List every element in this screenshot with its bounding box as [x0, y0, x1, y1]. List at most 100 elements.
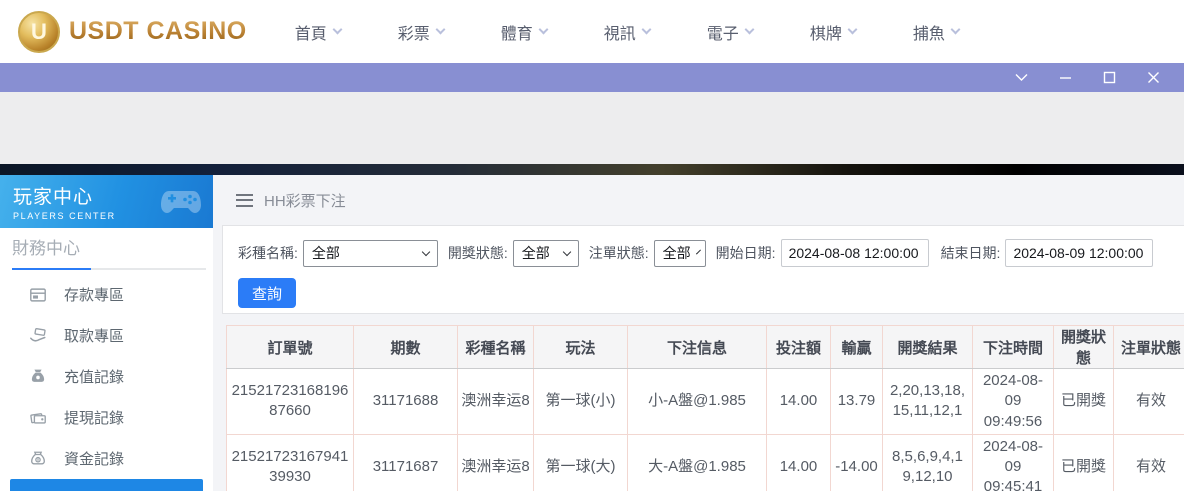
start-date-input[interactable] — [780, 239, 929, 267]
cell-draw-result: 8,5,6,9,4,19,12,10 — [882, 433, 973, 491]
finance-center-title: 財務中心 — [12, 239, 80, 258]
section-underline — [12, 268, 206, 270]
col-header-play-type: 玩法 — [533, 325, 628, 369]
end-date-label: 結束日期: — [940, 245, 1001, 261]
draw-status-label: 開獎狀態: — [447, 245, 508, 261]
col-header-period: 期數 — [353, 325, 458, 369]
cell-win-loss: -14.00 — [830, 433, 883, 491]
cell-order-status: 有效 — [1113, 368, 1184, 435]
chevron-down-icon — [421, 247, 431, 256]
lottery-name-select[interactable]: 全部 — [302, 239, 438, 267]
nav-item-fishing[interactable]: 捕魚 — [912, 20, 961, 44]
cell-lottery-name: 澳洲幸运8 — [457, 433, 534, 491]
order-status-label: 注單狀態: — [588, 245, 649, 261]
col-header-draw-status: 開獎狀態 — [1053, 325, 1114, 369]
sidebar-item-withdrawal-records[interactable]: 提現記錄 — [0, 397, 213, 438]
nav-item-label: 視訊 — [603, 25, 636, 43]
finance-center-section: 財務中心 — [0, 228, 213, 270]
main-content: HH彩票下注 彩種名稱: 全部 開獎狀態: 全部 注單狀態: 全部 — [213, 175, 1184, 491]
col-header-win-loss: 輸贏 — [830, 325, 883, 369]
sidebar-item-label: 充值記錄 — [64, 369, 125, 386]
col-header-bet-time: 下注時間 — [972, 325, 1054, 369]
sidebar-item-withdraw-zone[interactable]: 取款專區 — [0, 315, 213, 356]
menu-hamburger-icon[interactable] — [236, 193, 253, 207]
deposit-machine-icon — [30, 287, 46, 302]
nav-item-home[interactable]: 首頁 — [294, 20, 343, 44]
draw-status-select[interactable]: 全部 — [512, 239, 579, 267]
nav-item-label: 彩票 — [397, 25, 430, 43]
cell-order-status: 有效 — [1113, 433, 1184, 491]
main-nav: 首頁 彩票 體育 視訊 電子 棋牌 捕魚 — [294, 20, 961, 44]
col-header-order-no: 訂單號 — [226, 325, 354, 369]
brand-logo[interactable]: U USDT CASINO — [18, 10, 247, 53]
sidebar-menu: 存款專區 取款專區 充值記錄 — [0, 274, 213, 479]
sidebar-title: 玩家中心 — [13, 187, 94, 208]
nav-item-slots[interactable]: 電子 — [706, 20, 755, 44]
cell-draw-status: 已開獎 — [1053, 433, 1114, 491]
filter-panel: 彩種名稱: 全部 開獎狀態: 全部 注單狀態: 全部 開始日期: 結束日期: — [222, 225, 1184, 314]
table-row: 2152172316819687660 31171688 澳洲幸运8 第一球(小… — [226, 368, 1184, 435]
chevron-down-icon — [538, 24, 549, 35]
end-date-input[interactable] — [1005, 239, 1154, 267]
maximize-icon[interactable] — [1103, 71, 1116, 84]
nav-item-label: 體育 — [500, 25, 533, 43]
cell-draw-result: 2,20,13,18,15,11,12,1 — [882, 368, 973, 435]
start-date-label: 開始日期: — [715, 245, 776, 261]
nav-item-label: 棋牌 — [809, 25, 842, 43]
cell-bet-time: 2024-08-09 09:45:41 — [972, 433, 1054, 491]
cell-win-loss: 13.79 — [830, 368, 883, 435]
cell-period: 31171688 — [353, 368, 458, 435]
selected-value: 全部 — [662, 245, 691, 261]
nav-item-video[interactable]: 視訊 — [603, 20, 652, 44]
sidebar-item-recharge-records[interactable]: 充值記錄 — [0, 356, 213, 397]
chevron-down-icon — [332, 24, 343, 35]
order-status-select[interactable]: 全部 — [653, 239, 706, 267]
cell-lottery-name: 澳洲幸运8 — [457, 368, 534, 435]
brand-name: USDT CASINO — [69, 17, 247, 45]
table-header-row: 訂單號 期數 彩種名稱 玩法 下注信息 投注額 輸贏 開獎結果 下注時間 開獎狀… — [226, 325, 1184, 369]
players-center-header: 玩家中心 PLAYERS CENTER — [0, 175, 213, 228]
sidebar-item-label: 取款專區 — [64, 328, 125, 345]
chevron-down-icon — [847, 24, 858, 35]
coin-bag-icon — [31, 451, 45, 465]
nav-item-label: 電子 — [706, 25, 739, 43]
table-row: 2152172316794139930 31171687 澳洲幸运8 第一球(大… — [226, 433, 1184, 491]
selected-value: 全部 — [311, 245, 340, 261]
chevron-down-icon — [562, 247, 572, 256]
sidebar-item-selected[interactable] — [10, 479, 203, 491]
chevron-down-icon — [744, 24, 755, 35]
col-header-bet-amount: 投注額 — [766, 325, 831, 369]
chevron-down-icon[interactable] — [1015, 71, 1028, 84]
dark-divider-strip — [0, 164, 1184, 175]
nav-item-label: 捕魚 — [912, 25, 945, 43]
casino-logo-icon: U — [18, 10, 60, 53]
empty-gray-band — [0, 92, 1184, 164]
col-header-lottery-name: 彩種名稱 — [457, 325, 534, 369]
nav-item-cards[interactable]: 棋牌 — [809, 20, 858, 44]
sidebar-item-deposit-zone[interactable]: 存款專區 — [0, 274, 213, 315]
cell-play-type: 第一球(大) — [533, 433, 628, 491]
chevron-down-icon — [641, 24, 652, 35]
moneybag-icon — [31, 369, 45, 382]
bets-table-container: 訂單號 期數 彩種名稱 玩法 下注信息 投注額 輸贏 開獎結果 下注時間 開獎狀… — [226, 325, 1184, 491]
sidebar-item-funds-records[interactable]: 資金記錄 — [0, 438, 213, 479]
col-header-order-status: 注單狀態 — [1113, 325, 1184, 369]
gamepad-icon — [161, 190, 201, 213]
window-titlebar — [0, 63, 1184, 92]
cell-order-no: 2152172316794139930 — [226, 433, 354, 491]
col-header-draw-result: 開獎結果 — [882, 325, 973, 369]
sidebar-item-label: 資金記錄 — [64, 451, 125, 468]
nav-item-sports[interactable]: 體育 — [500, 20, 549, 44]
close-icon[interactable] — [1147, 71, 1160, 84]
sidebar-item-label: 存款專區 — [64, 287, 125, 304]
search-button[interactable]: 查詢 — [238, 278, 296, 308]
nav-item-label: 首頁 — [294, 25, 327, 43]
cell-period: 31171687 — [353, 433, 458, 491]
chevron-down-icon — [435, 24, 446, 35]
cell-bet-time: 2024-08-09 09:49:56 — [972, 368, 1054, 435]
withdraw-hand-icon — [30, 327, 46, 341]
wallet-cards-icon — [30, 412, 46, 424]
nav-item-lottery[interactable]: 彩票 — [397, 20, 446, 44]
minimize-icon[interactable] — [1059, 71, 1072, 84]
chevron-down-icon — [950, 24, 961, 35]
